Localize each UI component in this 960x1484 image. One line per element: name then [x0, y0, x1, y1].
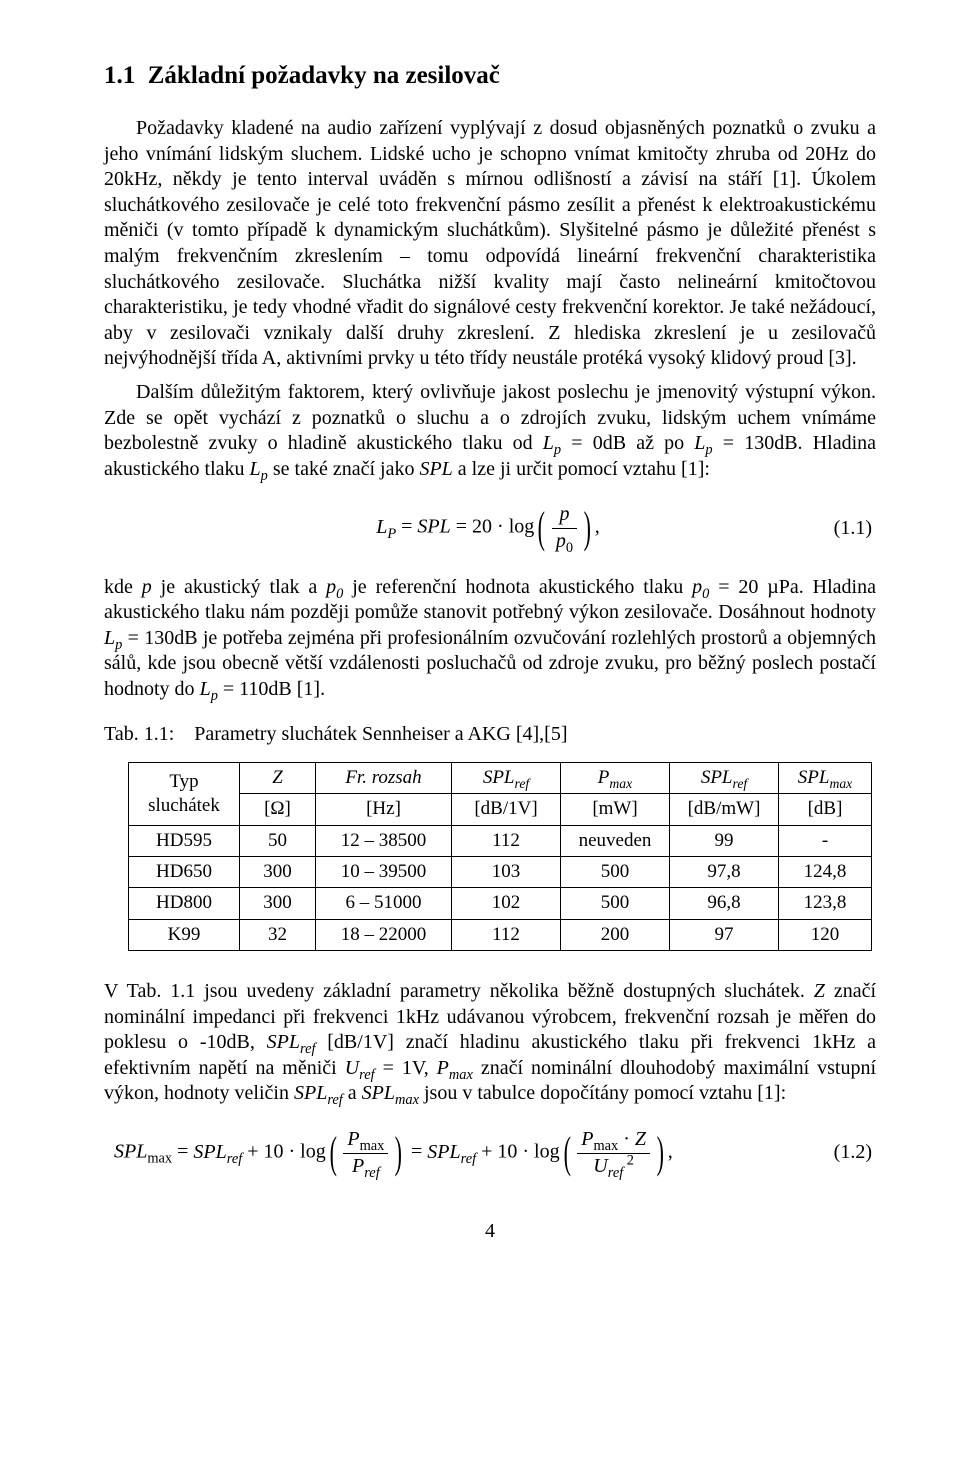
cell: HD800 — [129, 888, 240, 919]
th-splref1: SPLref — [452, 763, 561, 794]
th-splref1-unit: [dB/1V] — [452, 794, 561, 825]
p2-frag-d: se také značí jako — [268, 458, 420, 480]
cell: 18 – 22000 — [316, 919, 452, 950]
section-number: 1.1 — [104, 62, 135, 89]
cell: 120 — [779, 919, 872, 950]
equation-2: SPLmax = SPLref + 10 · log(PmaxPref) = S… — [104, 1127, 876, 1179]
th-splref2: SPLref — [670, 763, 779, 794]
cell: 500 — [561, 888, 670, 919]
th-splmax-unit: [dB] — [779, 794, 872, 825]
cell: 10 – 39500 — [316, 857, 452, 888]
cell: 50 — [240, 825, 316, 856]
th-pmax: Pmax — [561, 763, 670, 794]
equation-1-number: (1.1) — [600, 516, 876, 542]
cell: 300 — [240, 857, 316, 888]
page-container: 1.1 Základní požadavky na zesilovač Poža… — [0, 0, 960, 1275]
cell: 500 — [561, 857, 670, 888]
th-fr: Fr. rozsah — [316, 763, 452, 794]
cell: HD650 — [129, 857, 240, 888]
p2-frag-e: a lze ji určit pomocí vztahu [1]: — [453, 458, 710, 480]
section-title: Základní požadavky na zesilovač — [148, 62, 500, 89]
cell: 123,8 — [779, 888, 872, 919]
p4-frag-d: = 1V, — [375, 1057, 437, 1079]
p3-frag-a: kde — [104, 576, 142, 598]
equation-2-body: SPLmax = SPLref + 10 · log(PmaxPref) = S… — [114, 1127, 673, 1179]
th-z-unit: [Ω] — [240, 794, 316, 825]
cell: 6 – 51000 — [316, 888, 452, 919]
cell: 300 — [240, 888, 316, 919]
p3-frag-f: = 110dB [1]. — [218, 678, 325, 700]
cell: 32 — [240, 919, 316, 950]
cell: 200 — [561, 919, 670, 950]
th-z: Z — [240, 763, 316, 794]
table-row: HD650 300 10 – 39500 103 500 97,8 124,8 — [129, 857, 872, 888]
table-row: HD800 300 6 – 51000 102 500 96,8 123,8 — [129, 888, 872, 919]
table-row: K99 32 18 – 22000 112 200 97 120 — [129, 919, 872, 950]
th-fr-unit: [Hz] — [316, 794, 452, 825]
p2-frag-b: = 0dB až po — [561, 432, 694, 454]
paragraph-4: V Tab. 1.1 jsou uvedeny základní paramet… — [104, 979, 876, 1107]
th-typ: Typ sluchátek — [129, 763, 240, 826]
cell: neuveden — [561, 825, 670, 856]
equation-1: LP = SPL = 20 · log(pp0), (1.1) — [104, 502, 876, 554]
cell: 12 – 38500 — [316, 825, 452, 856]
paragraph-2: Dalším důležitým faktorem, který ovlivňu… — [104, 380, 876, 482]
cell: 99 — [670, 825, 779, 856]
cell: 97 — [670, 919, 779, 950]
p4-frag-f: a — [343, 1082, 362, 1104]
p4-frag-a: V Tab. 1.1 jsou uvedeny základní paramet… — [104, 980, 814, 1002]
cell: 112 — [452, 825, 561, 856]
cell: 112 — [452, 919, 561, 950]
th-pmax-unit: [mW] — [561, 794, 670, 825]
table-header-row-2: [Ω] [Hz] [dB/1V] [mW] [dB/mW] [dB] — [129, 794, 872, 825]
th-typ-l1: Typ — [169, 771, 198, 792]
paragraph-3: kde p je akustický tlak a p0 je referenč… — [104, 575, 876, 703]
cell: - — [779, 825, 872, 856]
cell: 102 — [452, 888, 561, 919]
table-caption: Tab. 1.1: Parametry sluchátek Sennheiser… — [104, 722, 876, 748]
p4-frag-g: jsou v tabulce dopočítány pomocí vztahu … — [419, 1082, 786, 1104]
cell: K99 — [129, 919, 240, 950]
equation-2-number: (1.2) — [673, 1140, 876, 1166]
cell: 124,8 — [779, 857, 872, 888]
paragraph-1: Požadavky kladené na audio zařízení vypl… — [104, 116, 876, 372]
cell: 97,8 — [670, 857, 779, 888]
cell: 103 — [452, 857, 561, 888]
th-splref2-unit: [dB/mW] — [670, 794, 779, 825]
p3-frag-b: je akustický tlak a — [152, 576, 326, 598]
th-typ-l2: sluchátek — [148, 795, 220, 816]
cell: HD595 — [129, 825, 240, 856]
table-row: HD595 50 12 – 38500 112 neuveden 99 - — [129, 825, 872, 856]
table-caption-prefix: Tab. 1.1: — [104, 723, 174, 745]
headphone-params-table: Typ sluchátek Z Fr. rozsah SPLref Pmax S… — [128, 762, 872, 951]
th-splmax: SPLmax — [779, 763, 872, 794]
table-header-row-1: Typ sluchátek Z Fr. rozsah SPLref Pmax S… — [129, 763, 872, 794]
p3-frag-c: je referenční hodnota akustického tlaku — [343, 576, 692, 598]
cell: 96,8 — [670, 888, 779, 919]
table-caption-text: Parametry sluchátek Sennheiser a AKG [4]… — [194, 723, 567, 745]
section-heading: 1.1 Základní požadavky na zesilovač — [104, 60, 876, 92]
page-number: 4 — [104, 1219, 876, 1245]
equation-1-body: LP = SPL = 20 · log(pp0), — [376, 502, 600, 554]
